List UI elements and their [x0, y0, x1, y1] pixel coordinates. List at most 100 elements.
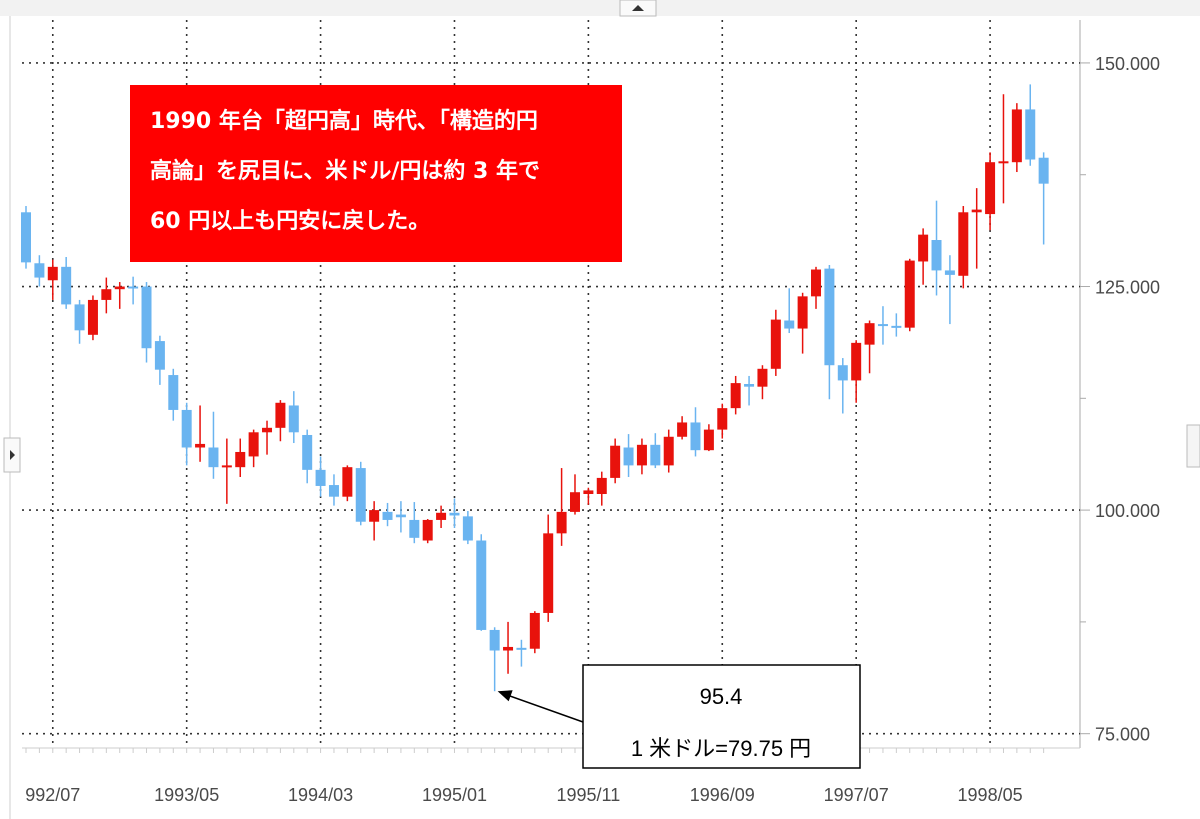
callout-arrow	[507, 694, 584, 723]
candle-body	[476, 540, 487, 630]
candle-body	[449, 512, 460, 516]
candle-body	[369, 510, 380, 522]
candle-body	[904, 260, 915, 328]
candle-body	[395, 514, 406, 518]
candle-body	[757, 368, 768, 387]
candle-body	[221, 465, 232, 468]
candle-body	[543, 533, 554, 613]
candle-body	[770, 319, 781, 369]
candle-body	[168, 375, 179, 410]
x-tick-label: 1994/03	[288, 785, 353, 805]
candle-body	[141, 286, 152, 349]
candle-body	[47, 266, 58, 281]
candle-body	[918, 234, 929, 262]
candle-body	[529, 612, 540, 649]
candle-body	[583, 490, 594, 495]
candle-body	[262, 427, 273, 433]
candle-body	[556, 511, 567, 534]
candle-body	[985, 162, 996, 215]
candle-body	[623, 447, 634, 466]
candle-body	[877, 324, 888, 327]
y-tick-label: 125.000	[1095, 278, 1160, 298]
candle-body	[181, 409, 192, 448]
candle-body	[998, 161, 1009, 164]
candle-body	[275, 402, 286, 428]
candle-body	[663, 436, 674, 466]
candle-body	[851, 342, 862, 381]
candle-body	[944, 270, 955, 275]
candle-body	[1038, 157, 1049, 184]
candle-body	[195, 443, 206, 448]
candle-body	[636, 444, 647, 466]
candle-body	[730, 383, 741, 409]
callout-text: 95.4	[700, 684, 743, 709]
x-tick-label: 1996/09	[690, 785, 755, 805]
x-tick-label: 1993/05	[154, 785, 219, 805]
candle-body	[1025, 109, 1036, 160]
x-tick-label: 1997/07	[824, 785, 889, 805]
collapse-icon	[632, 5, 644, 11]
y-tick-label: 75.000	[1095, 725, 1150, 745]
candle-body	[328, 485, 339, 497]
candle-body	[409, 519, 420, 538]
candle-body	[61, 266, 72, 305]
candle-body	[21, 212, 31, 263]
candle-body	[650, 444, 661, 466]
candle-body	[797, 296, 808, 329]
annotation-text: 60 円以上も円安に戻した。	[150, 208, 430, 234]
candle-body	[784, 320, 795, 329]
candle-body	[596, 477, 607, 495]
candle-body	[971, 209, 982, 213]
candle-body	[811, 269, 822, 297]
candle-body	[342, 467, 353, 497]
candle-body	[235, 451, 246, 468]
candle-body	[128, 286, 139, 289]
candle-body	[1011, 109, 1022, 163]
candle-body	[569, 492, 580, 512]
callout-arrowhead	[497, 690, 513, 702]
candle-body	[717, 408, 728, 430]
annotation-box	[130, 85, 622, 262]
candle-body	[114, 286, 125, 290]
candle-body	[288, 405, 299, 433]
candle-body	[422, 519, 433, 541]
candle-body	[74, 304, 85, 331]
x-tick-label: 1995/01	[422, 785, 487, 805]
candle-body	[208, 447, 219, 468]
candle-body	[824, 268, 835, 366]
candle-body	[462, 516, 473, 541]
candle-body	[864, 323, 875, 345]
candle-body	[87, 299, 98, 335]
x-tick-label: 992/07	[25, 785, 80, 805]
candle-body	[302, 434, 313, 470]
candle-body	[154, 341, 165, 370]
y-tick-label: 150.000	[1095, 54, 1160, 74]
candle-body	[315, 469, 326, 486]
candle-body	[355, 468, 366, 522]
side-toggle-icon	[10, 450, 15, 460]
annotation-text: 高論」を尻目に、米ドル/円は約 3 年で	[150, 158, 540, 184]
candle-body	[958, 212, 969, 276]
x-tick-label: 1998/05	[958, 785, 1023, 805]
callout-text: 1 米ドル=79.75 円	[631, 736, 811, 761]
candle-body	[744, 384, 755, 387]
candle-body	[489, 629, 500, 651]
annotation-text: 1990 年台「超円高」時代、「構造的円	[150, 108, 538, 134]
candle-body	[436, 512, 447, 520]
candle-body	[891, 325, 902, 328]
y-tick-label: 100.000	[1095, 501, 1160, 521]
candle-body	[382, 511, 393, 520]
candle-body	[34, 263, 45, 278]
candle-body	[931, 240, 942, 271]
candle-body	[837, 365, 848, 381]
candle-body	[610, 445, 621, 478]
right-tab[interactable]	[1186, 424, 1200, 468]
candle-body	[703, 429, 714, 451]
candle-body	[101, 289, 112, 300]
candle-body	[516, 647, 527, 650]
candle-body	[503, 646, 514, 651]
x-tick-label: 1995/11	[557, 785, 621, 805]
candle-body	[677, 422, 688, 437]
